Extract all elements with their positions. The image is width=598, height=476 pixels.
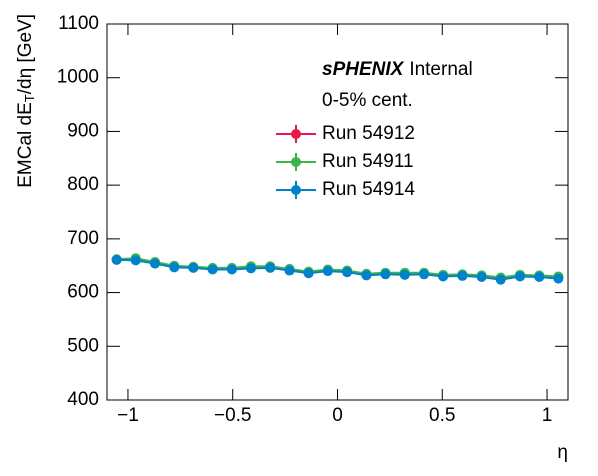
data-point — [534, 271, 545, 282]
y-tick-label: 800 — [67, 174, 99, 195]
experiment: sPHENIX — [322, 59, 405, 80]
data-point — [169, 262, 180, 273]
data-point — [188, 262, 199, 273]
legend-marker — [291, 185, 301, 195]
data-point — [515, 271, 526, 282]
x-tick-label: 1 — [542, 405, 553, 426]
y-tick-label: 900 — [67, 120, 99, 141]
data-point — [419, 269, 430, 280]
data-point — [380, 269, 391, 280]
annotation: 0-5% cent. — [322, 90, 413, 111]
data-point — [207, 264, 218, 275]
x-tick-label: −1 — [117, 405, 139, 426]
legend-label: Run 54911 — [322, 151, 414, 172]
y-label-subscript: T — [22, 94, 37, 102]
x-axis-label: η — [557, 442, 568, 463]
data-point — [438, 271, 449, 282]
data-point — [284, 265, 295, 276]
y-tick-label: 600 — [67, 282, 99, 303]
annotation: sPHENIX Internal — [322, 59, 473, 80]
legend-marker — [291, 157, 301, 167]
data-point — [111, 254, 122, 265]
plot-frame — [106, 23, 569, 401]
data-point — [457, 270, 468, 281]
y-tick-label: 500 — [67, 335, 99, 356]
y-label-text: EMCal dE — [15, 102, 36, 188]
data-point — [476, 271, 487, 282]
data-point — [303, 268, 314, 279]
legend-label: Run 54914 — [322, 179, 415, 200]
legend-marker — [291, 129, 301, 139]
y-tick-label: 700 — [67, 228, 99, 249]
data-point — [399, 269, 410, 280]
data-point — [495, 274, 506, 285]
y-tick-label: 1100 — [58, 13, 99, 34]
data-point — [553, 273, 564, 284]
x-tick-label: 0.5 — [429, 405, 455, 426]
data-point — [226, 264, 237, 275]
y-tick-label: 1000 — [57, 67, 99, 88]
x-tick-label: −0.5 — [214, 405, 252, 426]
data-point — [361, 270, 372, 281]
y-axis-label: EMCal dET/dη [GeV] — [15, 14, 37, 188]
y-label-text: /dη [GeV] — [15, 14, 36, 94]
y-tick-label: 400 — [67, 389, 99, 410]
x-tick-label: 0 — [332, 405, 343, 426]
data-point — [130, 255, 141, 266]
data-point — [149, 258, 160, 269]
legend-label: Run 54912 — [322, 123, 415, 144]
status: Internal — [409, 59, 472, 80]
data-point — [265, 262, 276, 273]
data-point — [245, 263, 256, 274]
data-point — [342, 267, 353, 278]
data-point — [322, 266, 333, 277]
